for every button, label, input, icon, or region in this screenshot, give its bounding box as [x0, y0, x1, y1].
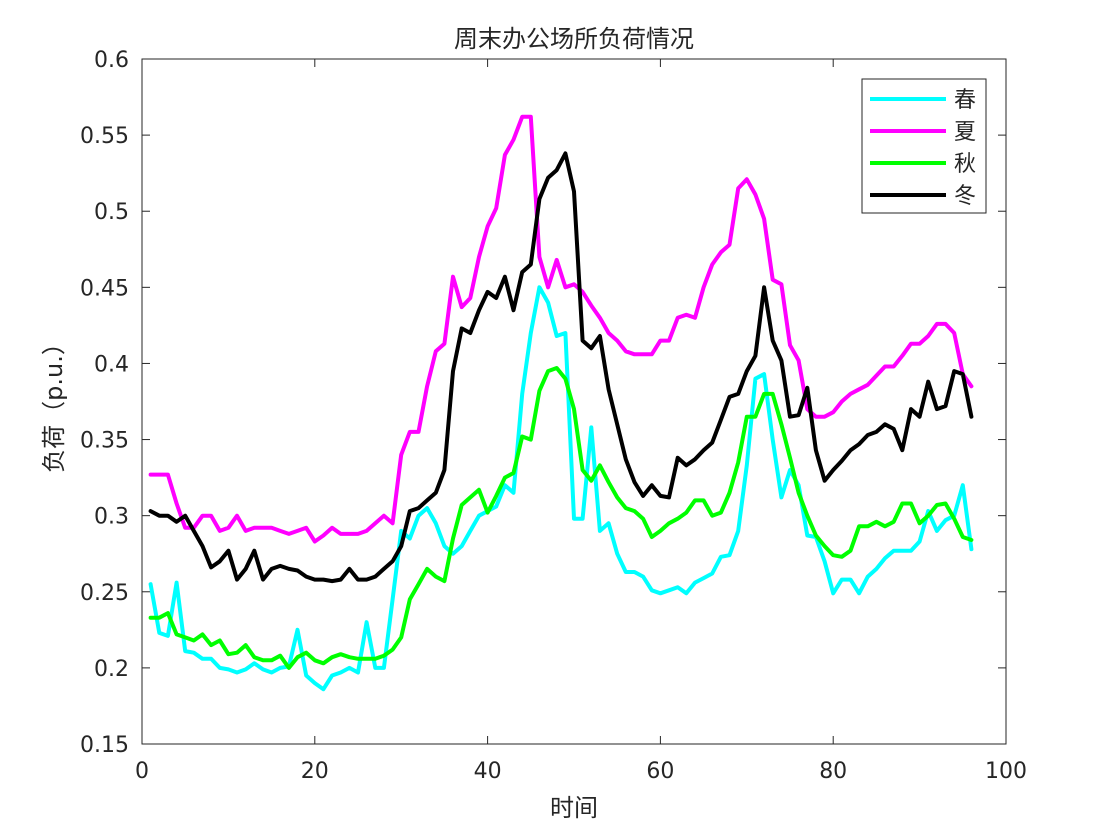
legend-label: 夏 [954, 120, 976, 145]
y-tick-label: 0.15 [80, 733, 129, 758]
y-tick-label: 0.3 [94, 505, 129, 530]
x-axis-label: 时间 [550, 794, 598, 822]
x-tick-label: 20 [301, 759, 329, 784]
x-tick-label: 0 [135, 759, 149, 784]
x-tick-label: 80 [819, 759, 847, 784]
chart-title: 周末办公场所负荷情况 [454, 25, 694, 53]
y-tick-label: 0.2 [94, 657, 129, 682]
y-tick-label: 0.4 [94, 352, 129, 377]
y-tick-label: 0.45 [80, 276, 129, 301]
x-tick-label: 100 [985, 759, 1027, 784]
y-tick-label: 0.35 [80, 429, 129, 454]
y-tick-label: 0.5 [94, 200, 129, 225]
x-tick-label: 60 [646, 759, 674, 784]
series-line-4 [148, 151, 974, 584]
legend-label: 秋 [954, 152, 976, 177]
y-tick-label: 0.6 [94, 48, 129, 73]
x-tick-label: 40 [474, 759, 502, 784]
series-line-2 [148, 114, 974, 544]
legend-label: 冬 [954, 184, 976, 209]
y-tick-label: 0.25 [80, 581, 129, 606]
legend-label: 春 [954, 88, 976, 113]
legend-box [861, 78, 987, 214]
series-line-3 [148, 366, 974, 670]
y-tick-label: 0.55 [80, 124, 129, 149]
y-axis-label: 负荷（p.u.） [40, 331, 68, 473]
